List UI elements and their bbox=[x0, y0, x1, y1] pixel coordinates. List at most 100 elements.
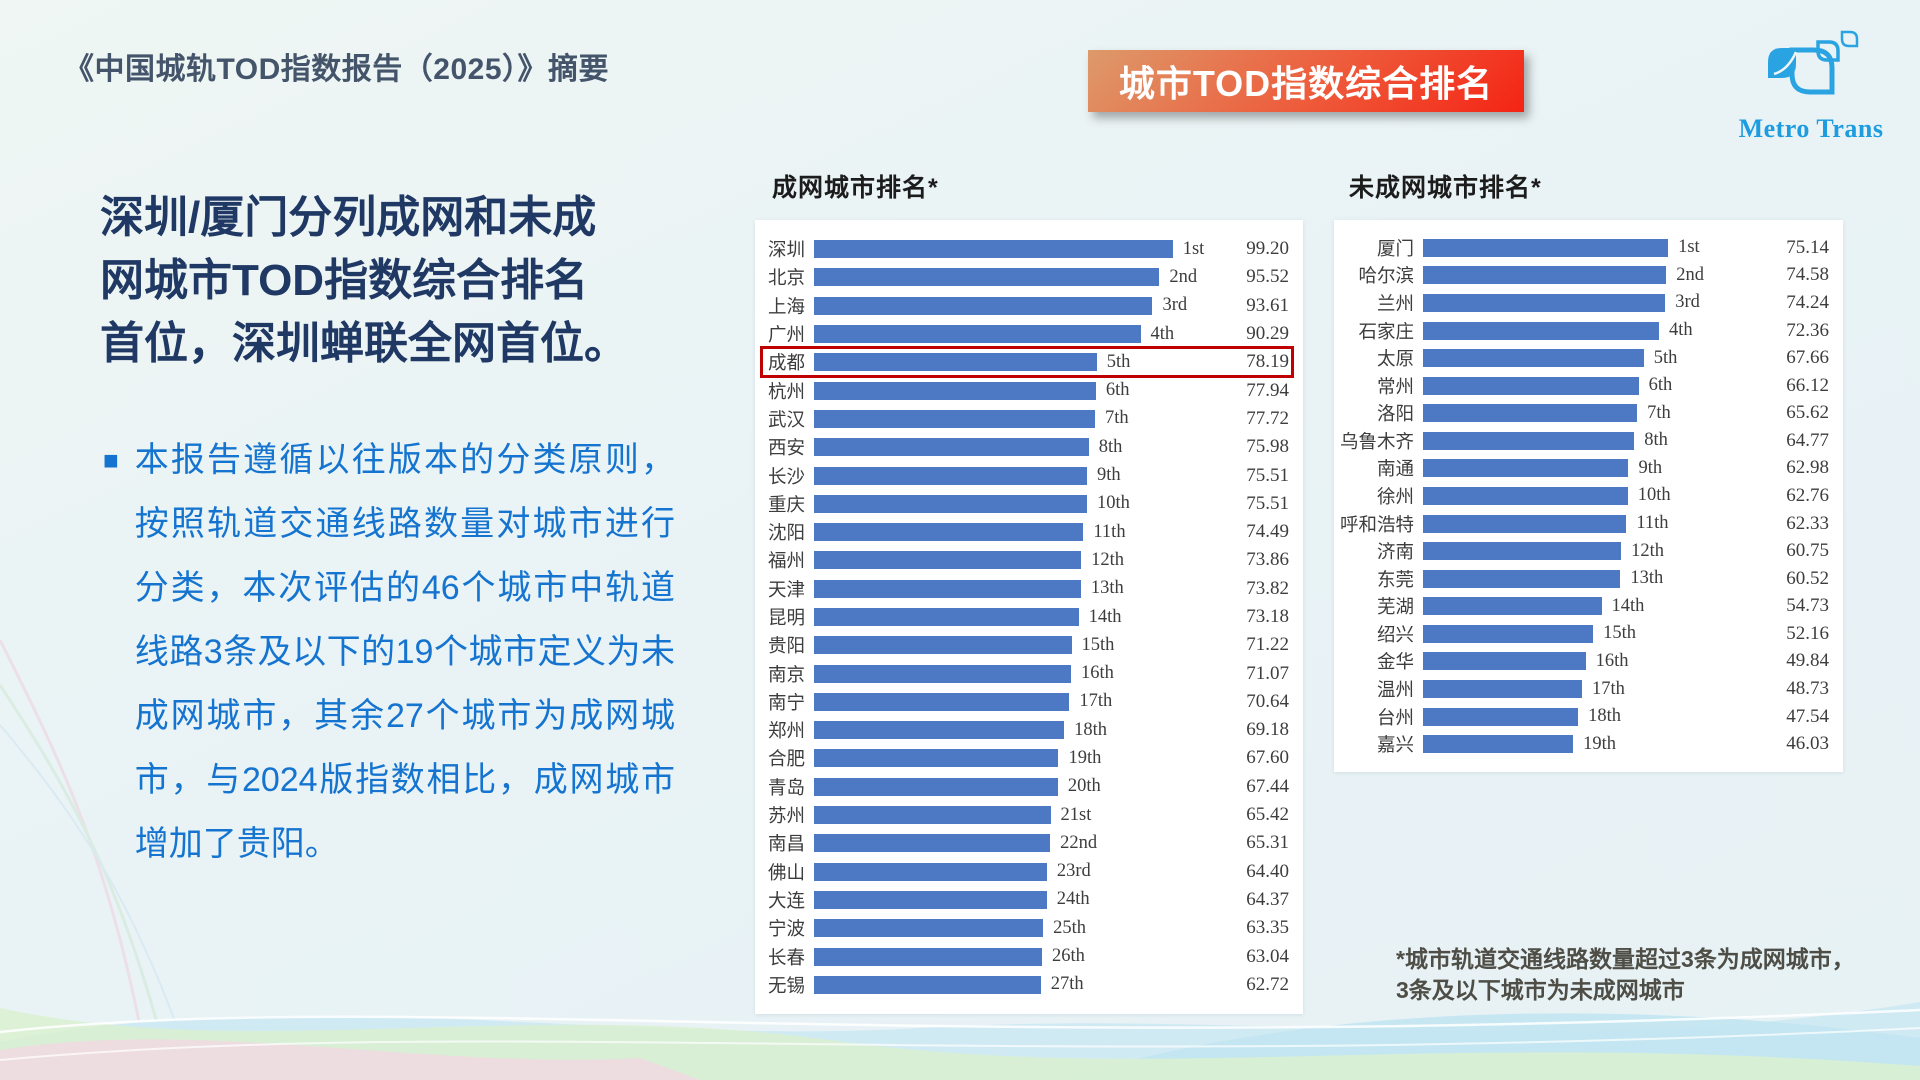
chart-row-长春: 长春 26th 63.04 bbox=[763, 942, 1289, 970]
bar-track: 15th bbox=[1423, 623, 1759, 644]
score-value: 67.66 bbox=[1786, 347, 1829, 369]
rank-label: 4th bbox=[1150, 323, 1175, 344]
bar-track: 14th bbox=[1423, 596, 1759, 617]
banner-label: 城市TOD指数综合排名 bbox=[1118, 63, 1494, 104]
score-bar bbox=[1423, 459, 1629, 478]
city-label: 厦门 bbox=[1376, 239, 1414, 260]
score-value: 63.35 bbox=[1246, 917, 1289, 939]
city-label: 绍兴 bbox=[1376, 625, 1414, 646]
score-value: 75.51 bbox=[1246, 492, 1289, 514]
summary-bullet: ■ 本报告遵循以往版本的分类原则，按照轨道交通线路数量对城市进行分类，本次评估的… bbox=[103, 428, 675, 876]
city-label: 杭州 bbox=[767, 382, 805, 403]
score-bar bbox=[814, 296, 1153, 315]
bar-track: 12th bbox=[814, 550, 1219, 571]
headline-line-3: 首位，深圳蝉联全网首位。 bbox=[100, 319, 628, 368]
city-label: 上海 bbox=[767, 297, 805, 318]
score-bar bbox=[1423, 735, 1574, 754]
chart-row-哈尔滨: 哈尔滨 2nd 74.58 bbox=[1340, 262, 1829, 290]
rank-label: 15th bbox=[1081, 634, 1115, 655]
rank-label: 16th bbox=[1081, 663, 1114, 684]
score-bar bbox=[814, 806, 1051, 825]
city-label: 无锡 bbox=[767, 976, 805, 997]
chart-row-大连: 大连 24th 64.37 bbox=[763, 886, 1289, 914]
chart-row-北京: 北京 2nd 95.52 bbox=[763, 263, 1289, 291]
chart-row-佛山: 佛山 23rd 64.40 bbox=[763, 858, 1289, 886]
headline-line-1: 深圳/厦门分列成网和未成 bbox=[100, 193, 597, 242]
rank-label: 1st bbox=[1678, 237, 1700, 258]
leaf-logo-icon bbox=[1768, 30, 1859, 95]
city-label: 长春 bbox=[767, 948, 805, 969]
score-value: 71.22 bbox=[1246, 634, 1289, 656]
score-bar bbox=[1423, 514, 1627, 533]
city-label: 金华 bbox=[1376, 653, 1414, 674]
bar-track: 25th bbox=[814, 918, 1219, 939]
chart-row-兰州: 兰州 3rd 74.24 bbox=[1340, 289, 1829, 317]
rank-label: 26th bbox=[1051, 946, 1085, 967]
rank-label: 18th bbox=[1074, 719, 1108, 740]
city-label: 北京 bbox=[767, 269, 805, 290]
chart-row-重庆: 重庆 10th 75.51 bbox=[763, 490, 1289, 518]
score-bar bbox=[814, 579, 1081, 598]
chart-row-杭州: 杭州 6th 77.94 bbox=[763, 376, 1289, 404]
score-value: 54.73 bbox=[1786, 595, 1829, 617]
score-bar bbox=[1423, 707, 1579, 726]
chart-row-西安: 西安 8th 75.98 bbox=[763, 433, 1289, 461]
rank-label: 14th bbox=[1611, 595, 1645, 616]
bar-track: 23rd bbox=[814, 861, 1219, 882]
score-bar bbox=[1423, 486, 1628, 505]
score-value: 60.52 bbox=[1786, 567, 1829, 589]
city-label: 芜湖 bbox=[1376, 598, 1414, 619]
bar-track: 1st bbox=[1423, 237, 1759, 258]
chart-row-南宁: 南宁 17th 70.64 bbox=[763, 688, 1289, 716]
bar-track: 11th bbox=[1423, 513, 1759, 534]
chart-row-洛阳: 洛阳 7th 65.62 bbox=[1340, 399, 1829, 427]
rank-label: 24th bbox=[1056, 889, 1090, 910]
chart-row-成都: 成都 5th 78.19 bbox=[760, 346, 1294, 379]
chart-row-宁波: 宁波 25th 63.35 bbox=[763, 914, 1289, 942]
score-value: 64.37 bbox=[1246, 888, 1289, 910]
city-label: 贵阳 bbox=[767, 637, 805, 658]
score-value: 47.54 bbox=[1786, 705, 1829, 727]
report-title: 《中国城轨TOD指数报告（2025）》摘要 bbox=[64, 53, 610, 86]
network-cities-chart: 深圳 1st 99.20 北京 2nd 95.52 上海 3rd 93.61 广州 4th 90.29… bbox=[755, 220, 1303, 1014]
score-value: 95.52 bbox=[1246, 266, 1289, 288]
city-label: 石家庄 bbox=[1358, 322, 1414, 343]
score-bar bbox=[1423, 431, 1635, 450]
rank-label: 13th bbox=[1630, 568, 1664, 589]
bar-track: 6th bbox=[1423, 375, 1759, 396]
score-bar bbox=[814, 919, 1044, 938]
bar-track: 24th bbox=[814, 889, 1219, 910]
rank-label: 27th bbox=[1050, 974, 1084, 995]
rank-label: 10th bbox=[1097, 493, 1130, 514]
score-value: 60.75 bbox=[1786, 540, 1829, 562]
bar-track: 10th bbox=[814, 493, 1219, 514]
bar-track: 9th bbox=[814, 465, 1219, 486]
city-label: 徐州 bbox=[1376, 487, 1414, 508]
chart-row-上海: 上海 3rd 93.61 bbox=[763, 292, 1289, 320]
bar-track: 16th bbox=[814, 663, 1219, 684]
score-value: 66.12 bbox=[1786, 374, 1829, 396]
headline: 深圳/厦门分列成网和未成 网城市TOD指数综合排名 首位，深圳蝉联全网首位。 bbox=[100, 186, 628, 375]
score-value: 75.14 bbox=[1786, 236, 1829, 258]
chart-row-苏州: 苏州 21st 65.42 bbox=[763, 801, 1289, 829]
score-bar bbox=[814, 551, 1082, 570]
network-chart-title: 成网城市排名* bbox=[772, 174, 939, 202]
chart-row-芜湖: 芜湖 14th 54.73 bbox=[1340, 593, 1829, 621]
score-value: 48.73 bbox=[1786, 678, 1829, 700]
bar-track: 13th bbox=[1423, 568, 1759, 589]
score-bar bbox=[1423, 624, 1594, 643]
bar-track: 11th bbox=[814, 522, 1219, 543]
rank-label: 12th bbox=[1631, 540, 1665, 561]
score-bar bbox=[814, 409, 1096, 428]
city-label: 合肥 bbox=[767, 750, 805, 771]
city-label: 昆明 bbox=[767, 609, 805, 629]
bar-track: 2nd bbox=[1423, 265, 1759, 286]
score-bar bbox=[1423, 542, 1622, 561]
city-label: 南通 bbox=[1376, 460, 1414, 481]
logo-wordmark: Metro Trans bbox=[1738, 114, 1884, 143]
city-label: 兰州 bbox=[1376, 294, 1414, 315]
bar-track: 20th bbox=[814, 776, 1219, 797]
city-label: 西安 bbox=[767, 439, 805, 460]
rank-label: 25th bbox=[1053, 917, 1086, 938]
chart-row-深圳: 深圳 1st 99.20 bbox=[763, 235, 1289, 263]
